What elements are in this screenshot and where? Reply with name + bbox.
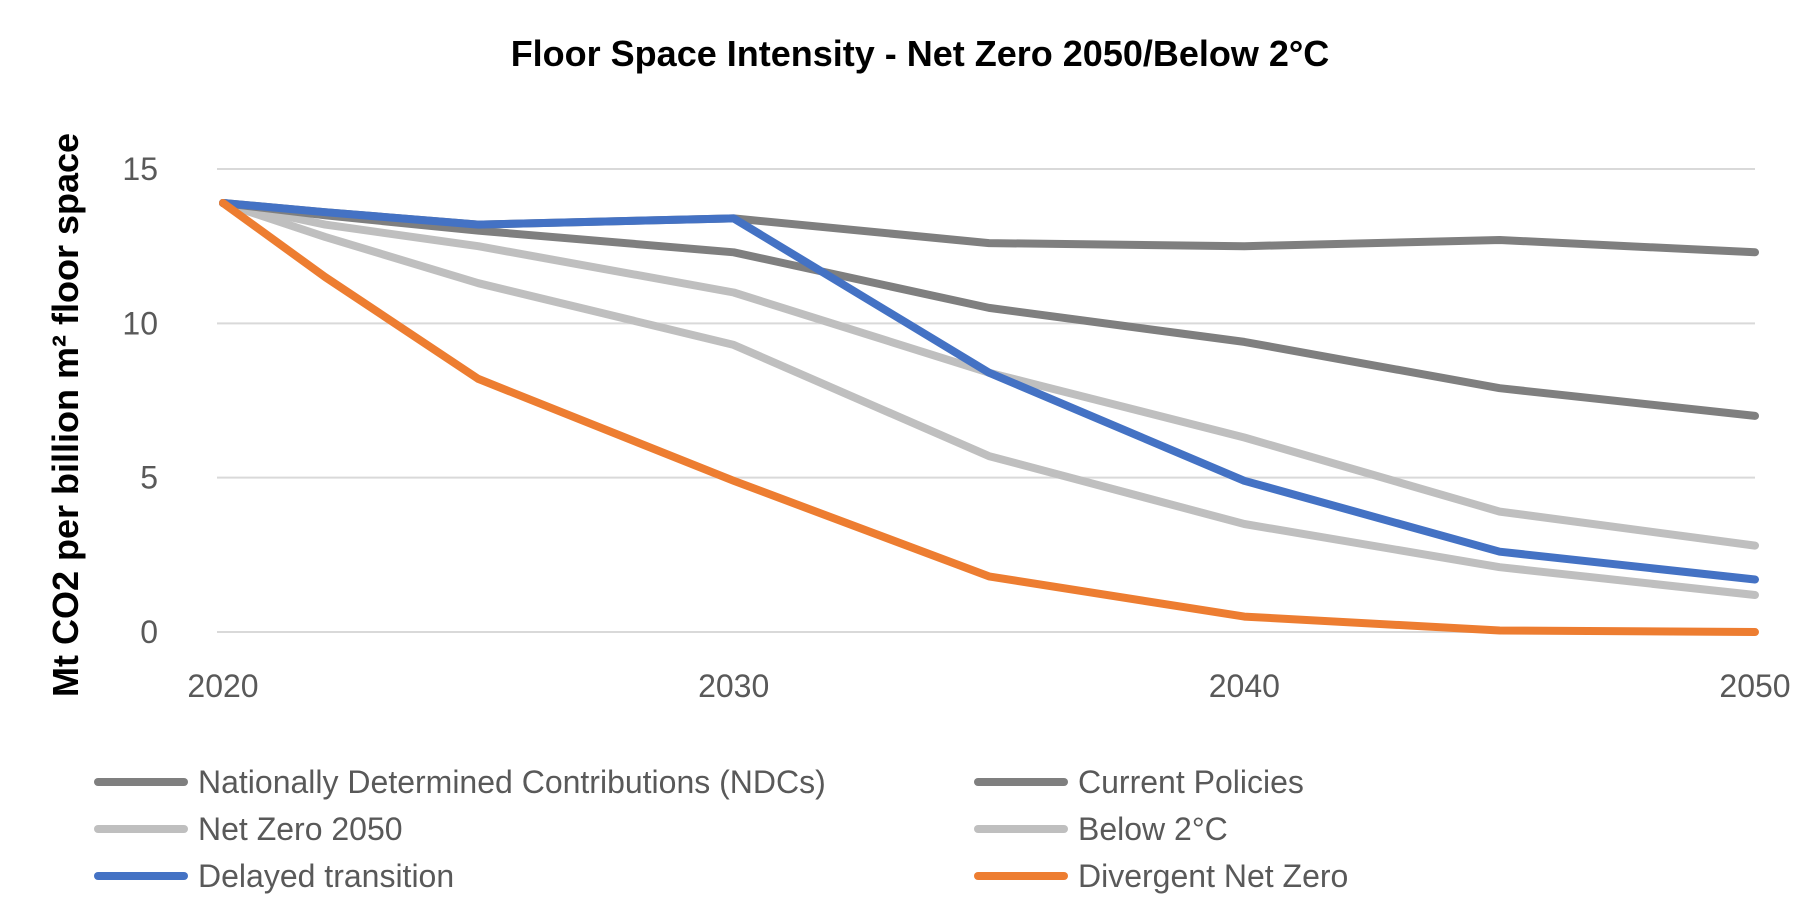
legend-label: Net Zero 2050 — [198, 811, 403, 847]
y-axis-label: Mt CO2 per billion m² floor space — [45, 133, 86, 697]
legend-label: Current Policies — [1078, 764, 1304, 800]
chart-title: Floor Space Intensity - Net Zero 2050/Be… — [511, 33, 1330, 74]
y-tick-label: 5 — [140, 460, 158, 496]
series-line-below-2-c — [219, 199, 1759, 550]
legend-label: Nationally Determined Contributions (NDC… — [198, 764, 826, 800]
legend: Nationally Determined Contributions (NDC… — [94, 764, 1348, 894]
plot-series — [219, 199, 1759, 636]
y-tick-label: 0 — [140, 614, 158, 650]
y-axis-ticks: 0 5 10 15 — [122, 151, 158, 650]
legend-label: Below 2°C — [1078, 811, 1228, 847]
x-axis-ticks: 2020 2030 2040 2050 — [187, 668, 1790, 704]
y-tick-label: 10 — [122, 305, 158, 341]
x-tick-label: 2020 — [187, 668, 258, 704]
series-line-nationally-determined-contributions-ndcs — [219, 199, 1759, 420]
x-tick-label: 2050 — [1719, 668, 1790, 704]
x-tick-label: 2040 — [1209, 668, 1280, 704]
legend-label: Divergent Net Zero — [1078, 858, 1348, 894]
series-line-net-zero-2050 — [219, 199, 1759, 599]
legend-label: Delayed transition — [198, 858, 454, 894]
series-line-divergent-net-zero — [219, 199, 1759, 636]
x-tick-label: 2030 — [698, 668, 769, 704]
series-line-delayed-transition — [219, 199, 1759, 584]
y-tick-label: 15 — [122, 151, 158, 187]
